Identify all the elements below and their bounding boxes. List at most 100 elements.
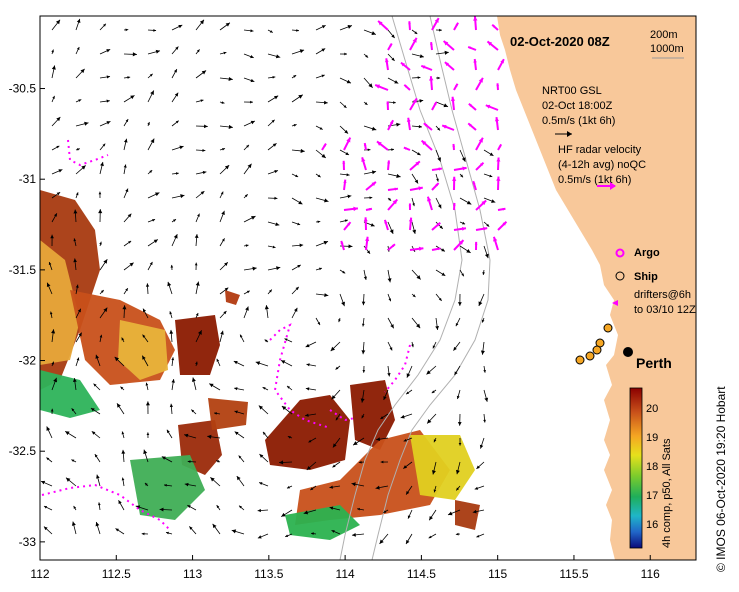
radar-arrow: [444, 61, 455, 71]
model-arrow: [291, 307, 298, 319]
radar-arrow: [387, 43, 393, 51]
model-arrow: [387, 77, 399, 84]
colorbar-label: 4h comp, p50, All Sats: [661, 438, 673, 548]
model-arrow: [455, 532, 461, 536]
radar-arrow: [497, 143, 503, 151]
model-arrow: [335, 413, 341, 421]
model-arrow: [291, 49, 305, 55]
model-arrow: [147, 239, 159, 247]
model-arrow: [315, 173, 321, 178]
model-arrow: [315, 240, 329, 247]
model-arrow: [331, 389, 341, 400]
model-arrow: [195, 19, 205, 31]
model-arrow: [147, 73, 153, 79]
model-arrow: [267, 196, 278, 200]
model-arrow: [43, 505, 53, 511]
model-arrow: [99, 23, 107, 31]
model-arrow: [116, 403, 125, 415]
model-arrow: [72, 378, 77, 391]
model-arrow: [363, 269, 367, 281]
model-arrow: [435, 293, 442, 302]
model-arrow: [122, 305, 127, 319]
drifter-legend-icon: [612, 300, 618, 306]
model-arrow: [123, 138, 128, 151]
model-arrow: [310, 532, 317, 535]
model-arrow: [51, 145, 60, 151]
radar-arrow: [420, 139, 433, 151]
radar-arrow: [409, 37, 418, 51]
model-arrow: [234, 387, 245, 391]
sst-patch: [118, 320, 168, 380]
model-arrow: [339, 125, 349, 134]
model-arrow: [189, 526, 197, 535]
model-arrow: [456, 389, 461, 400]
sst-patch: [175, 315, 220, 375]
radar-arrow: [441, 124, 455, 131]
model-arrow: [90, 407, 101, 415]
model-arrow: [123, 95, 135, 103]
model-arrow: [71, 459, 77, 463]
radar-arrow: [442, 40, 455, 51]
model-arrow: [219, 76, 233, 82]
radar-arrow: [409, 186, 423, 191]
model-arrow: [219, 101, 225, 104]
y-tick-label: -31: [19, 172, 37, 186]
radar-arrow: [431, 167, 443, 171]
model-arrow: [331, 529, 341, 535]
model-arrow: [216, 504, 221, 511]
model-arrow: [171, 145, 184, 151]
model-arrow: [435, 149, 441, 162]
model-arrow: [236, 475, 245, 487]
x-tick-label: 115.5: [559, 567, 588, 581]
model-arrow: [387, 317, 395, 329]
radar-arrow: [377, 20, 389, 31]
radar-arrow: [387, 187, 399, 191]
model-arrow: [51, 191, 61, 199]
model-arrow: [210, 477, 221, 487]
model-arrow: [51, 169, 63, 175]
radar-arrow: [474, 241, 478, 251]
model-arrow: [243, 53, 254, 59]
radar-arrow: [365, 236, 370, 251]
model-arrow: [243, 215, 256, 223]
sst-patch: [225, 290, 240, 305]
radar-arrow: [340, 240, 345, 251]
radar-arrow: [453, 226, 467, 231]
model-arrow: [219, 210, 225, 223]
sst-patch: [455, 500, 480, 530]
model-arrow: [379, 533, 389, 545]
model-arrow: [147, 169, 153, 175]
model-arrow: [457, 293, 462, 306]
model-arrow: [194, 234, 199, 247]
x-tick-label: 114: [336, 567, 355, 581]
model-arrow: [315, 197, 329, 203]
radar-arrow: [429, 76, 434, 91]
model-arrow: [291, 243, 304, 248]
model-arrow: [75, 308, 82, 319]
model-arrow: [145, 382, 149, 391]
model-arrow: [483, 221, 490, 227]
ship-legend-icon: [615, 271, 625, 281]
model-arrow: [99, 143, 106, 151]
model-arrow: [339, 269, 346, 274]
radar-arrow: [321, 143, 327, 151]
model-arrow: [267, 29, 274, 33]
radar-arrow: [431, 222, 441, 231]
model-arrow: [195, 148, 206, 152]
model-arrow: [315, 100, 328, 105]
model-arrow: [291, 197, 303, 205]
model-arrow: [426, 413, 437, 424]
model-arrow: [457, 413, 462, 426]
model-arrow: [459, 173, 464, 178]
model-arrow: [123, 188, 129, 199]
model-arrow: [387, 293, 392, 302]
model-arrow: [75, 332, 83, 343]
model-arrow: [51, 95, 55, 103]
model-arrow: [147, 219, 156, 223]
model-arrow: [363, 245, 371, 255]
radar-arrow: [453, 83, 459, 91]
model-arrow: [99, 48, 111, 55]
model-arrow: [433, 437, 437, 443]
model-arrow: [209, 383, 221, 391]
radar-arrow: [383, 219, 389, 231]
